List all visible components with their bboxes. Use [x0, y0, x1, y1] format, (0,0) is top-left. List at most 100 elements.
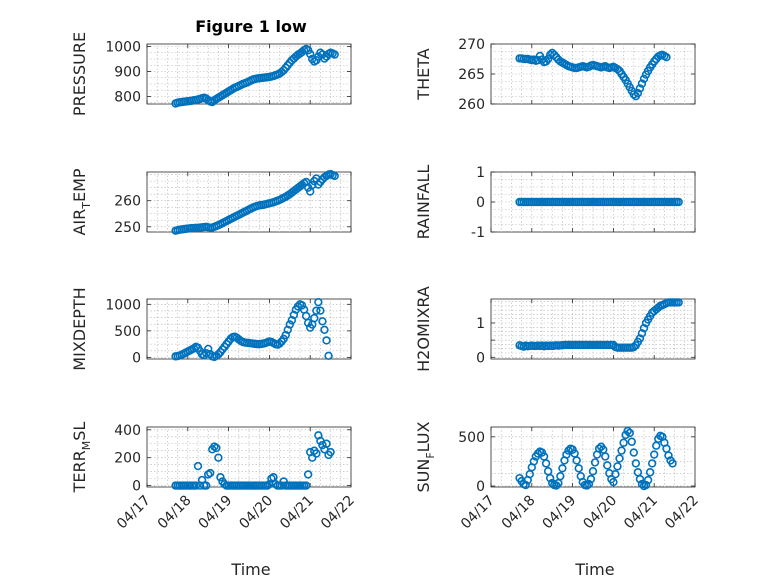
data-point [647, 459, 657, 468]
y-axis-label-subscript: F [424, 452, 437, 458]
y-axis-label: PRESSURE [70, 32, 89, 116]
y-tick-label: 0 [132, 350, 141, 366]
axes-box [146, 426, 352, 488]
data-point [613, 462, 622, 471]
data-point [594, 444, 604, 453]
data-point [641, 480, 651, 490]
y-axis-label-main: PRESSURE [70, 32, 89, 116]
y-axis-label-rest: EMP [70, 168, 89, 202]
data-point [645, 468, 655, 477]
y-tick-label: 500 [114, 324, 141, 340]
data-point [316, 48, 325, 57]
x-tick-label: 04/22 [662, 493, 702, 533]
y-axis-label-main: TERR [70, 450, 89, 493]
y-tick-label: 1000 [105, 297, 141, 313]
data-point [629, 448, 638, 457]
data-point [584, 479, 594, 489]
data-point [590, 458, 600, 467]
data-point [637, 79, 647, 88]
data-point [574, 464, 583, 473]
y-axis-label-rest: SL [70, 422, 89, 441]
data-point [326, 447, 335, 457]
x-axis-label-left: Time [230, 560, 270, 579]
y-tick-label: 250 [114, 220, 141, 236]
data-point [629, 342, 638, 352]
data-point [649, 450, 659, 459]
subplot-sun_flux: 0 500 04/17 04/18 04/19 04/20 04/21 04/22 SUNFLU… [414, 421, 702, 532]
x-tick-label: 04/20 [580, 493, 620, 533]
x-tick-label: 04/17 [458, 493, 498, 533]
data-point [303, 470, 313, 479]
subplot-mixdepth: 0 500 1000 MIXDEPTH [70, 287, 352, 371]
data-point [312, 449, 321, 458]
y-axis-label-main: MIXDEPTH [70, 287, 89, 370]
data-point [191, 481, 201, 490]
x-tick-label: 04/18 [499, 493, 539, 533]
data-point [314, 297, 323, 307]
data-point [541, 459, 551, 468]
data-point [674, 298, 683, 307]
data-point [330, 50, 339, 59]
y-tick-label: 260 [114, 194, 141, 210]
figure-title: Figure 1 low [195, 17, 307, 36]
data-point [611, 470, 620, 479]
data-point [318, 317, 327, 326]
y-tick-label: 0 [476, 479, 485, 495]
y-tick-label: 265 [458, 67, 485, 83]
x-tick-label: 04/19 [196, 493, 236, 533]
data-point [625, 428, 634, 438]
y-axis-label: THETA [414, 48, 433, 100]
data-point [521, 480, 530, 490]
x-tick-label: 04/21 [277, 493, 317, 533]
subplot-terr_msl: 0 200 400 04/17 04/18 04/19 04/20 04/21 04/22 TER… [70, 422, 358, 533]
data-point [609, 477, 618, 487]
data-point [629, 90, 638, 99]
y-tick-label: 400 [114, 423, 141, 439]
data-point [316, 306, 325, 315]
y-axis-label-main: SUN [414, 459, 433, 493]
y-axis-label: TERRMSL [70, 422, 93, 494]
data-point [662, 52, 671, 62]
data-point [635, 334, 645, 343]
y-axis-label-main: H2OMIXRA [414, 286, 433, 372]
data-point [543, 54, 553, 64]
data-point [206, 468, 215, 478]
data-point [643, 475, 653, 485]
data-point [322, 336, 331, 345]
y-axis-label-subscript: T [80, 202, 93, 210]
data-point [619, 438, 628, 447]
data-point [320, 325, 329, 334]
data-point [664, 451, 673, 460]
subplot-pressure: 800 900 1000 PRESSURE [70, 32, 352, 116]
y-tick-label: 0 [132, 479, 141, 495]
data-point [558, 464, 567, 473]
y-tick-label: 900 [114, 65, 141, 81]
data-point [639, 323, 649, 333]
y-axis-label-main: RAINFALL [414, 165, 433, 240]
data-point [639, 74, 649, 84]
data-point [320, 54, 329, 63]
data-point [631, 459, 641, 468]
data-point [588, 467, 598, 476]
subplot-air_temp: 250 260 AIRTEMP [70, 168, 352, 236]
data-point [214, 350, 223, 359]
data-point [668, 459, 677, 468]
data-point [310, 313, 319, 323]
subplot-h2omixra: 0 1 H2OMIXRA [414, 286, 696, 372]
y-axis-label-main: AIR [70, 209, 89, 236]
y-axis-label: SUNFLUX [414, 421, 437, 492]
data-point [201, 481, 211, 490]
data-point [601, 452, 610, 461]
x-tick-label: 04/18 [155, 493, 195, 533]
data-point [635, 474, 645, 484]
subplot-theta: 260 265 270 THETA [414, 37, 696, 113]
data-point [603, 461, 612, 470]
data-point [623, 426, 632, 436]
data-point [318, 440, 327, 450]
data-point [303, 318, 313, 328]
data-point [637, 329, 647, 338]
data-point [617, 446, 626, 455]
y-tick-label: 1000 [105, 40, 141, 56]
x-axis-label-right: Time [574, 560, 614, 579]
